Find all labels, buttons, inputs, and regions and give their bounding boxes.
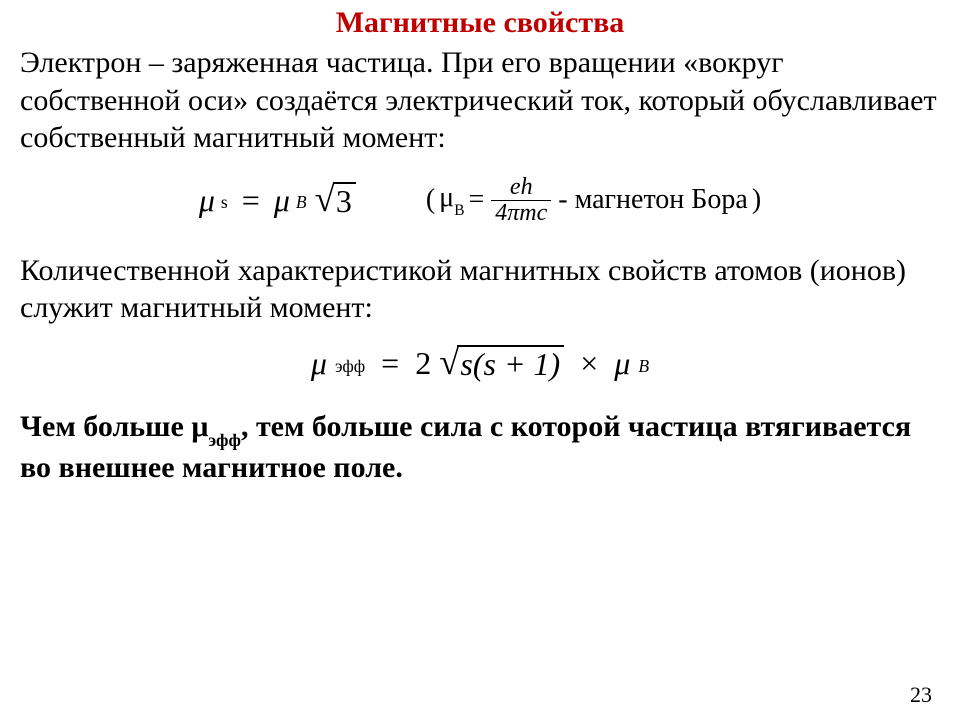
page-number: 23 — [910, 682, 932, 708]
equals-sign: = — [381, 345, 399, 382]
fraction-numerator: eh — [506, 175, 537, 200]
paragraph-intro: Электрон – заряженная частица. При его в… — [20, 44, 940, 157]
paragraph-quantitative: Количественной характеристикой магнитных… — [20, 252, 940, 327]
bohr-magneton-definition: ( μB = eh 4πmc - магнетон Бора ) — [426, 175, 761, 226]
times-sign: × — [580, 345, 598, 382]
equals-sign: = — [468, 184, 484, 216]
subscript-b: B — [638, 356, 649, 377]
mu-symbol: μ — [311, 345, 327, 382]
slide-title: Магнитные свойства — [20, 6, 940, 40]
subscript-eff: эфф — [335, 356, 365, 377]
subscript-b: B — [296, 192, 307, 213]
mu-symbol: μ — [274, 182, 290, 219]
mu-b-symbol: μB — [439, 182, 464, 218]
equation-1-main: μs = μB √ 3 — [199, 182, 356, 219]
paragraph-conclusion: Чем больше μэфф, тем больше сила с котор… — [20, 408, 940, 486]
subscript-b: B — [454, 202, 464, 219]
fraction-denominator: 4πmc — [491, 200, 551, 226]
mu-symbol: μ — [191, 410, 208, 443]
radicand-3: 3 — [333, 182, 356, 219]
bohr-magneton-label: - магнетон Бора — [558, 184, 748, 216]
sqrt-3: √ 3 — [315, 182, 356, 219]
equation-2-main: μэфф = 2 √ s(s + 1) × μB — [311, 345, 649, 382]
equation-effective-moment: μэфф = 2 √ s(s + 1) × μB — [20, 345, 940, 382]
fraction-eh-4pimc: eh 4πmc — [491, 175, 551, 226]
coefficient-2: 2 — [415, 345, 431, 382]
mu-symbol: μ — [614, 345, 630, 382]
equals-sign: = — [242, 182, 260, 219]
mu-symbol: μ — [199, 182, 215, 219]
conclusion-part-a: Чем больше — [20, 410, 191, 443]
mu-symbol: μ — [439, 182, 454, 213]
equation-spin-moment: μs = μB √ 3 ( μB = eh 4πmc - магнетон Бо… — [20, 175, 940, 226]
radicand-s-s1: s(s + 1) — [457, 345, 564, 382]
sqrt-s-s1: √ s(s + 1) — [439, 345, 564, 382]
close-paren: ) — [752, 184, 761, 216]
slide: Магнитные свойства Электрон – заряженная… — [0, 0, 960, 720]
open-paren: ( — [426, 184, 435, 216]
subscript-eff: эфф — [208, 430, 241, 450]
radical-sign: √ — [439, 345, 459, 378]
subscript-s: s — [221, 192, 228, 213]
radical-sign: √ — [315, 182, 335, 215]
